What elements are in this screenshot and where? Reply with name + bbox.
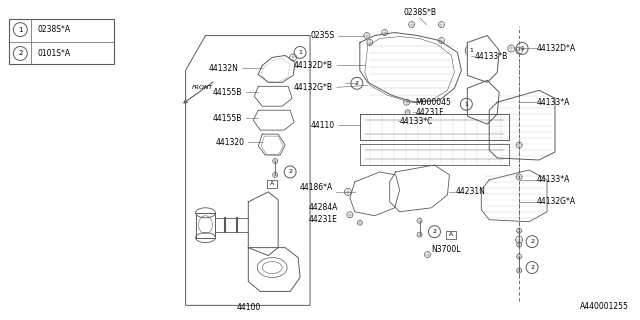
- Text: 1: 1: [18, 27, 22, 33]
- Polygon shape: [360, 33, 461, 102]
- Text: 1: 1: [520, 46, 524, 51]
- Text: 44155B: 44155B: [213, 114, 243, 123]
- Text: 441320: 441320: [215, 138, 244, 147]
- Polygon shape: [360, 114, 509, 140]
- Polygon shape: [248, 248, 300, 292]
- Text: 44132G*B: 44132G*B: [294, 83, 333, 92]
- Bar: [447, 231, 456, 239]
- Text: 0238S*A: 0238S*A: [37, 25, 70, 34]
- Text: 44133*A: 44133*A: [537, 98, 570, 107]
- Text: 1: 1: [469, 48, 473, 53]
- Text: 44132D*B: 44132D*B: [294, 61, 333, 70]
- Text: 1: 1: [298, 50, 302, 55]
- Text: M000045: M000045: [415, 98, 451, 107]
- Text: 0101S*A: 0101S*A: [37, 49, 70, 58]
- Text: FRONT: FRONT: [192, 85, 213, 90]
- Text: 44132D*A: 44132D*A: [537, 44, 576, 53]
- Text: 0235S: 0235S: [311, 31, 335, 40]
- Text: 2: 2: [18, 51, 22, 56]
- Polygon shape: [489, 90, 555, 160]
- Text: 0238S*B: 0238S*B: [403, 8, 436, 17]
- Text: 44231F: 44231F: [415, 108, 444, 117]
- Polygon shape: [390, 165, 449, 212]
- Bar: [268, 180, 277, 188]
- Text: 44133*B: 44133*B: [474, 52, 508, 61]
- Text: 2: 2: [355, 81, 359, 86]
- Text: 2: 2: [530, 265, 534, 270]
- Text: 44133*C: 44133*C: [399, 117, 433, 126]
- Text: 44100: 44100: [236, 303, 260, 312]
- Text: A: A: [270, 181, 275, 186]
- Text: 2: 2: [530, 239, 534, 244]
- Text: N3700L: N3700L: [431, 245, 461, 254]
- Text: 44132N: 44132N: [209, 64, 238, 73]
- Text: 44132G*A: 44132G*A: [537, 197, 576, 206]
- Text: A: A: [449, 232, 454, 237]
- Polygon shape: [467, 36, 499, 82]
- Polygon shape: [248, 192, 278, 256]
- Text: 44284A: 44284A: [308, 203, 338, 212]
- Text: 44231N: 44231N: [456, 188, 485, 196]
- Text: 44133*A: 44133*A: [537, 175, 570, 184]
- Text: 1: 1: [465, 102, 468, 107]
- Bar: [10, 19, 114, 64]
- Polygon shape: [467, 80, 499, 124]
- Text: 44110: 44110: [311, 121, 335, 130]
- Text: 44186*A: 44186*A: [300, 183, 333, 192]
- Polygon shape: [350, 172, 399, 216]
- Text: A440001255: A440001255: [580, 302, 628, 311]
- Polygon shape: [360, 144, 509, 165]
- Text: 44155B: 44155B: [213, 88, 243, 97]
- Polygon shape: [481, 170, 547, 222]
- Text: 2: 2: [433, 229, 436, 234]
- Text: 2: 2: [288, 170, 292, 174]
- Text: 44231E: 44231E: [309, 215, 338, 224]
